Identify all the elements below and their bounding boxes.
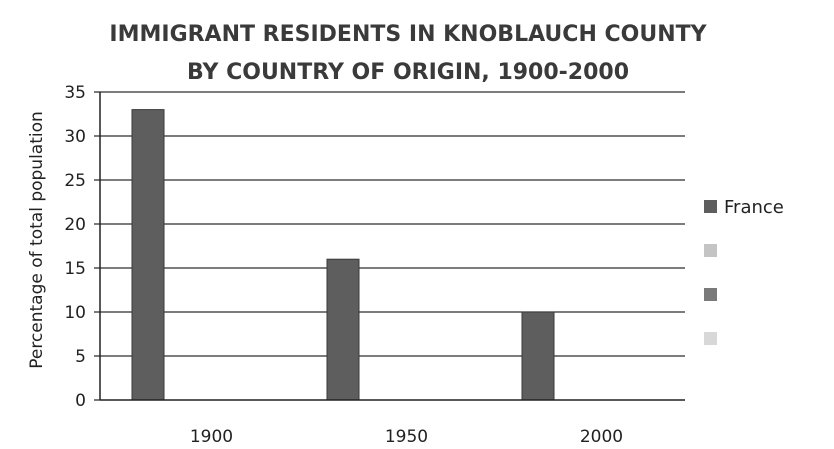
bars xyxy=(131,109,555,401)
x-tick-label: 1900 xyxy=(190,427,233,447)
legend-label: France xyxy=(724,197,784,218)
gridlines xyxy=(94,91,685,401)
y-axis-label: Percentage of total population xyxy=(27,111,47,369)
legend-swatch xyxy=(704,288,717,301)
bar xyxy=(326,258,360,401)
x-tick-label: 2000 xyxy=(580,427,623,447)
y-tick-label: 0 xyxy=(75,391,86,411)
x-tick-labels: 1900 1950 2000 xyxy=(190,427,623,447)
bar xyxy=(131,109,165,401)
legend: France xyxy=(704,197,784,345)
chart-title-line-1: IMMIGRANT RESIDENTS IN KNOBLAUCH COUNTY xyxy=(109,22,707,47)
legend-swatch xyxy=(704,244,717,257)
y-tick-label: 30 xyxy=(64,127,86,147)
x-tick-label: 1950 xyxy=(385,427,428,447)
y-tick-label: 20 xyxy=(64,215,86,235)
legend-swatch xyxy=(704,332,717,345)
legend-swatch xyxy=(704,200,717,213)
y-tick-labels: 0 5 10 15 20 25 30 35 xyxy=(64,83,86,411)
y-tick-label: 35 xyxy=(64,83,86,103)
y-tick-label: 10 xyxy=(64,303,86,323)
y-tick-label: 15 xyxy=(64,259,86,279)
chart-title-line-2: BY COUNTRY OF ORIGIN, 1900-2000 xyxy=(187,60,629,85)
y-tick-label: 5 xyxy=(75,347,86,367)
bar xyxy=(521,311,555,401)
y-tick-label: 25 xyxy=(64,171,86,191)
